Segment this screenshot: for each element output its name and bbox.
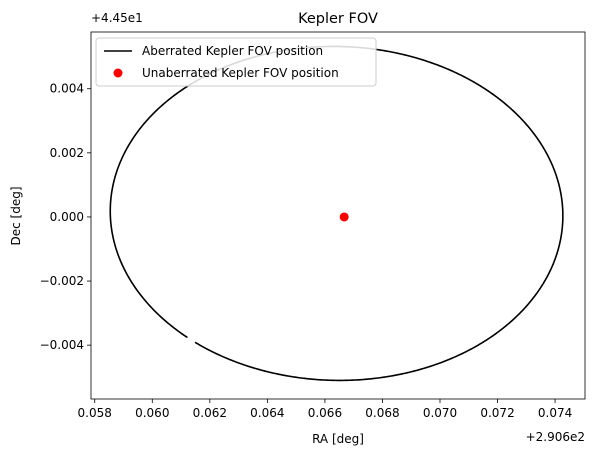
x-tick-label: 0.058 bbox=[78, 406, 112, 420]
x-tick-label: 0.072 bbox=[480, 406, 514, 420]
legend-box bbox=[95, 37, 377, 87]
x-tick-label: 0.066 bbox=[308, 406, 342, 420]
y-tick-label: 0.002 bbox=[50, 146, 84, 160]
chart-title: Kepler FOV bbox=[298, 11, 378, 27]
unaberrated-fov-point bbox=[339, 212, 349, 222]
legend-label-aberrated: Aberrated Kepler FOV position bbox=[142, 44, 323, 58]
x-tick-label: 0.068 bbox=[365, 406, 399, 420]
legend-point-swatch bbox=[113, 68, 123, 78]
x-tick-label: 0.070 bbox=[423, 406, 457, 420]
y-axis-label: Dec [deg] bbox=[9, 186, 23, 245]
y-offset-label: +4.45e1 bbox=[91, 11, 143, 25]
y-axis-ticks: −0.004 −0.002 0.000 0.002 0.004 bbox=[40, 82, 91, 352]
y-tick-label: 0.004 bbox=[50, 82, 84, 96]
plot-area bbox=[91, 32, 585, 399]
y-tick-label: −0.004 bbox=[40, 338, 84, 352]
x-axis-ticks: 0.058 0.060 0.062 0.064 0.066 0.068 0.070 0.072… bbox=[78, 399, 572, 420]
x-axis-label: RA [deg] bbox=[312, 432, 364, 446]
legend: Aberrated Kepler FOV position Unaberrate… bbox=[95, 37, 377, 87]
y-tick-label: 0.000 bbox=[50, 210, 84, 224]
x-offset-label: +2.906e2 bbox=[526, 430, 585, 444]
plot-frame bbox=[90, 31, 586, 400]
x-tick-label: 0.060 bbox=[135, 406, 169, 420]
x-tick-label: 0.064 bbox=[250, 406, 284, 420]
y-tick-label: −0.002 bbox=[40, 274, 84, 288]
x-tick-label: 0.062 bbox=[193, 406, 227, 420]
legend-label-unaberrated: Unaberrated Kepler FOV position bbox=[142, 66, 339, 80]
x-tick-label: 0.074 bbox=[538, 406, 572, 420]
